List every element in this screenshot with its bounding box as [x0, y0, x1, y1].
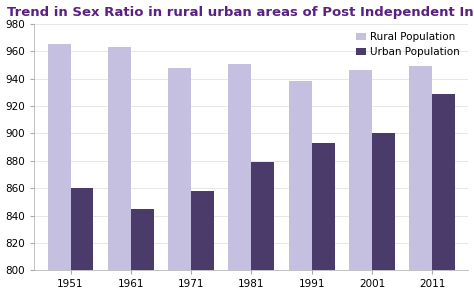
Bar	[131, 209, 154, 295]
Bar	[228, 64, 251, 295]
Bar	[251, 162, 274, 295]
Bar	[410, 66, 432, 295]
Bar	[349, 71, 372, 295]
Bar	[191, 191, 214, 295]
Bar	[312, 143, 335, 295]
Bar	[289, 81, 312, 295]
Bar	[372, 133, 395, 295]
Bar	[432, 94, 455, 295]
Title: Trend in Sex Ratio in rural urban areas of Post Independent India: Trend in Sex Ratio in rural urban areas …	[7, 6, 474, 19]
Bar	[108, 47, 131, 295]
Bar	[47, 45, 71, 295]
Bar	[168, 68, 191, 295]
Legend: Rural Population, Urban Population: Rural Population, Urban Population	[353, 29, 463, 60]
Bar	[71, 188, 93, 295]
